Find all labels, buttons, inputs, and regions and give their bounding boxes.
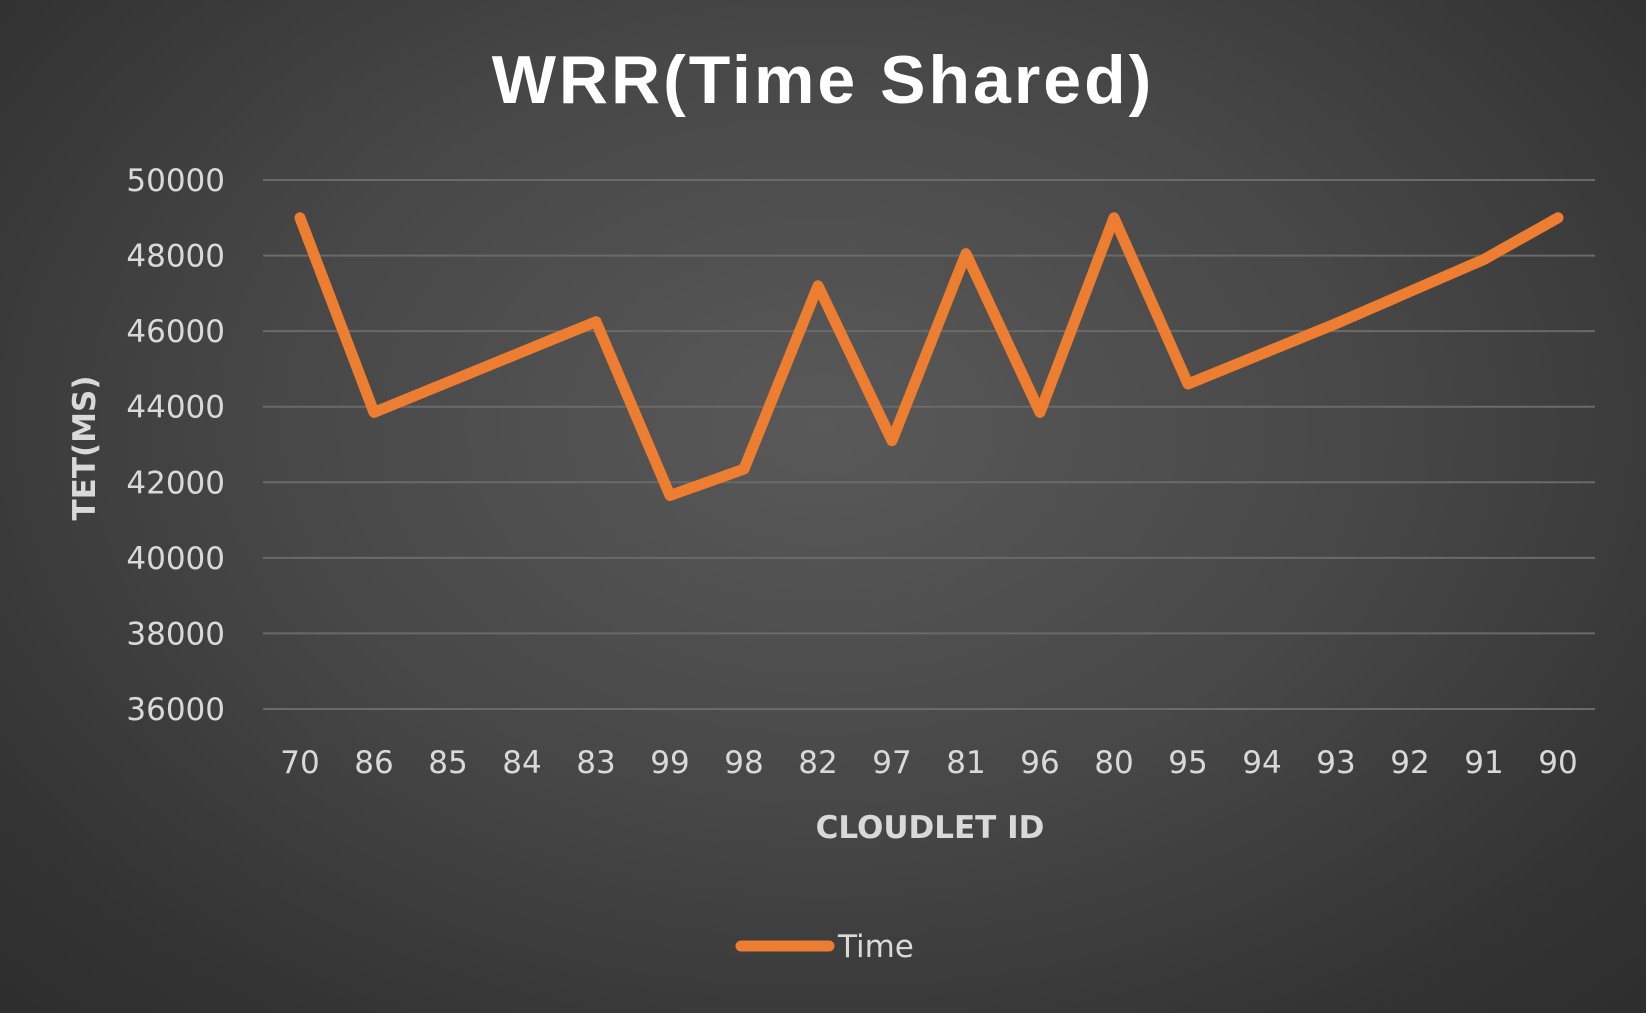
x-tick-label: 99 <box>650 745 689 781</box>
series-layer <box>294 212 1564 501</box>
chart-title: WRR(Time Shared) <box>492 42 1155 118</box>
y-tick-label: 48000 <box>126 239 225 275</box>
data-point <box>891 440 893 442</box>
data-point <box>521 351 523 353</box>
y-tick-label: 42000 <box>126 465 225 501</box>
y-tick-label: 46000 <box>126 314 225 350</box>
data-point <box>1039 411 1041 413</box>
y-tick-label: 36000 <box>126 692 225 728</box>
x-tick-label: 95 <box>1168 745 1207 781</box>
x-tick-label: 81 <box>946 745 985 781</box>
y-axis-title: TET(MS) <box>67 376 103 521</box>
data-point <box>1483 258 1485 260</box>
x-tick-label: 94 <box>1242 745 1281 781</box>
gridlines <box>263 179 1595 710</box>
data-point <box>669 495 671 497</box>
y-tick-label: 50000 <box>126 163 225 199</box>
x-tick-label: 80 <box>1094 745 1133 781</box>
y-tick-labels: 36000 38000 40000 42000 44000 46000 48000 50000 <box>126 163 225 728</box>
x-tick-labels: 70 86 85 84 83 99 98 82 97 81 96 80 95 94 93 92 91 90 <box>280 745 1577 781</box>
x-tick-label: 97 <box>872 745 911 781</box>
x-axis-title: CLOUDLET ID <box>816 810 1045 846</box>
x-tick-label: 83 <box>576 745 615 781</box>
data-point <box>299 217 301 219</box>
series-line-time <box>294 212 1564 501</box>
data-point <box>1113 217 1115 219</box>
data-point <box>373 411 375 413</box>
x-tick-label: 82 <box>798 745 837 781</box>
data-point <box>1261 353 1263 355</box>
x-tick-label: 96 <box>1020 745 1059 781</box>
data-point <box>1187 383 1189 385</box>
x-tick-label: 93 <box>1316 745 1355 781</box>
data-point <box>595 321 597 323</box>
y-tick-label: 44000 <box>126 390 225 426</box>
x-tick-label: 92 <box>1390 745 1429 781</box>
legend: Time <box>735 929 914 965</box>
data-point <box>1409 290 1411 292</box>
x-tick-label: 91 <box>1464 745 1503 781</box>
x-tick-label: 84 <box>502 745 541 781</box>
x-tick-label: 85 <box>428 745 467 781</box>
y-tick-label: 40000 <box>126 541 225 577</box>
x-tick-label: 98 <box>724 745 763 781</box>
legend-label-time: Time <box>837 929 914 965</box>
y-tick-label: 38000 <box>126 616 225 652</box>
data-point <box>743 468 745 470</box>
x-tick-label: 90 <box>1538 745 1577 781</box>
data-point <box>965 253 967 255</box>
data-point <box>817 285 819 287</box>
data-point <box>1557 217 1559 219</box>
x-tick-label: 70 <box>280 745 319 781</box>
data-point <box>447 381 449 383</box>
data-point <box>1335 323 1337 325</box>
x-tick-label: 86 <box>354 745 393 781</box>
